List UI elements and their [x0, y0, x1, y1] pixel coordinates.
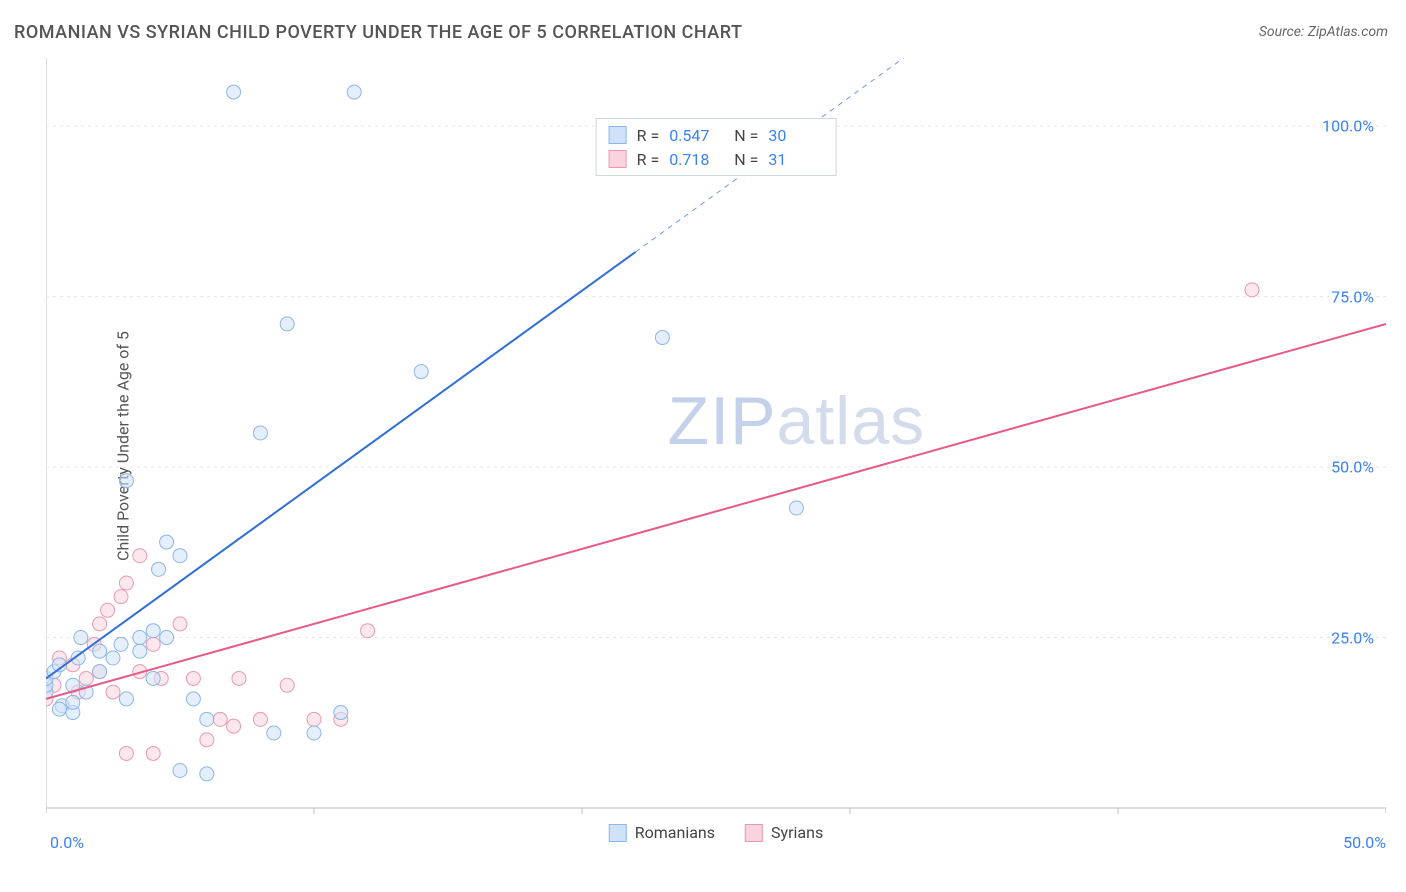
legend-label: Romanians	[635, 823, 715, 842]
legend-item: Romanians	[609, 823, 715, 842]
swatch-series2	[609, 150, 627, 168]
x-tick: 50.0%	[1343, 833, 1386, 852]
corr-row-2: R = 0.718 N = 31	[609, 147, 824, 171]
x-tick: 0.0%	[50, 833, 84, 852]
scatter-svg	[46, 58, 1386, 848]
y-tick: 50.0%	[1331, 458, 1374, 477]
plot-area: ZIPatlas 25.0%50.0%75.0%100.0% 0.0%50.0%…	[46, 58, 1386, 848]
series-legend: Romanians Syrians	[609, 823, 823, 842]
swatch-series1	[609, 126, 627, 144]
y-tick: 25.0%	[1331, 628, 1374, 647]
chart-container: ROMANIAN VS SYRIAN CHILD POVERTY UNDER T…	[0, 0, 1406, 892]
corr-r-label-1: R =	[637, 126, 660, 145]
corr-r-label-2: R =	[637, 150, 660, 169]
legend-label: Syrians	[771, 823, 823, 842]
correlation-legend: R = 0.547 N = 30 R = 0.718 N = 31	[596, 118, 837, 176]
chart-title: ROMANIAN VS SYRIAN CHILD POVERTY UNDER T…	[14, 22, 742, 43]
y-tick: 100.0%	[1322, 117, 1374, 136]
corr-n-label-1: N =	[734, 126, 758, 145]
source-attribution: Source: ZipAtlas.com	[1259, 24, 1388, 40]
corr-r-value-2: 0.718	[669, 150, 724, 169]
corr-n-label-2: N =	[734, 150, 758, 169]
corr-n-value-2: 31	[768, 150, 823, 169]
corr-r-value-1: 0.547	[669, 126, 724, 145]
legend-item: Syrians	[745, 823, 823, 842]
legend-swatch	[609, 824, 627, 842]
legend-swatch	[745, 824, 763, 842]
corr-n-value-1: 30	[768, 126, 823, 145]
y-tick: 75.0%	[1331, 287, 1374, 306]
corr-row-1: R = 0.547 N = 30	[609, 123, 824, 147]
